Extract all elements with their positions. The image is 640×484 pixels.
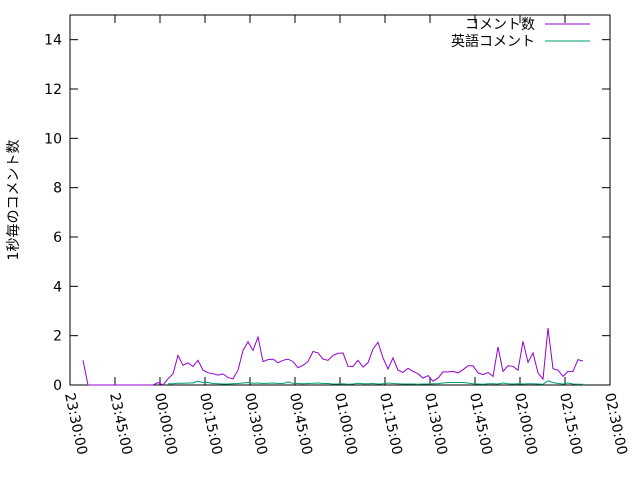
y-tick-label: 12 [44,82,62,98]
x-tick-label: 01:00:00 [331,392,360,457]
x-tick-label: 00:15:00 [196,392,225,457]
series-line-1 [168,380,583,385]
y-tick-label: 8 [53,181,62,197]
x-tick-label: 00:00:00 [151,392,180,457]
legend-label: 英語コメント [451,33,535,50]
y-axis-ticks: 0 2 4 6 8 10 12 14 [44,33,610,394]
x-tick-label: 00:45:00 [286,392,315,457]
x-tick-label: 01:45:00 [466,392,495,457]
x-tick-label: 01:15:00 [376,392,405,457]
series-line-0 [82,327,584,386]
series-lines [82,327,584,386]
y-axis-label: 1秒毎のコメント数 [6,140,22,261]
y-tick-label: 0 [53,378,62,394]
y-tick-label: 2 [53,329,62,345]
x-axis-ticks: 23:30:00 23:45:00 00:00:00 00:15:00 00:30:00… [61,15,630,456]
x-tick-label: 23:45:00 [106,392,135,457]
x-tick-label: 23:30:00 [61,392,90,457]
x-tick-label: 01:30:00 [421,392,450,457]
x-tick-label: 02:00:00 [511,392,540,457]
y-tick-label: 6 [53,230,62,246]
legend-label: コメント数 [465,17,535,33]
x-tick-label: 02:15:00 [556,392,585,457]
x-tick-label: 00:30:00 [241,392,270,457]
y-tick-label: 4 [53,279,62,295]
plot-border [69,14,611,386]
y-tick-label: 14 [44,33,62,49]
x-tick-label: 02:30:00 [601,392,630,457]
y-tick-label: 10 [44,131,62,147]
